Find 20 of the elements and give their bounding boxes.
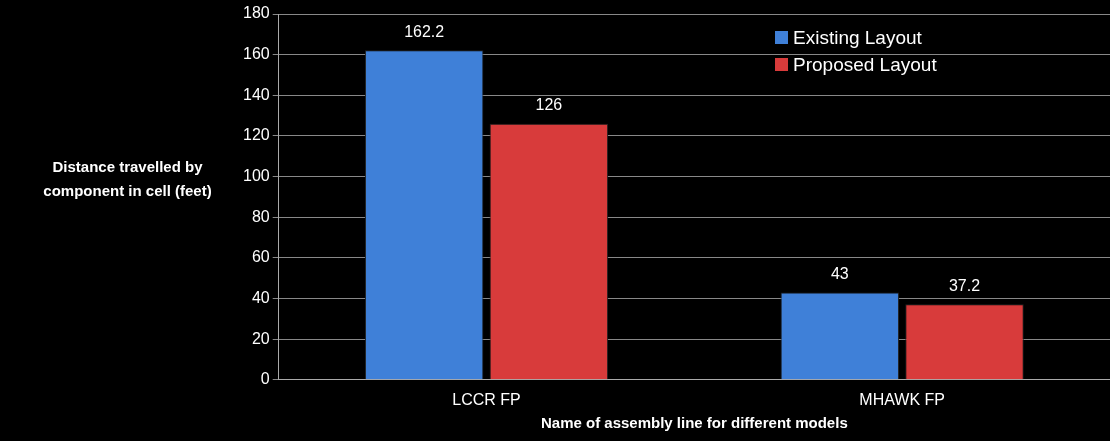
x-tick-label: LCCR FP xyxy=(452,390,521,408)
data-label: 162.2 xyxy=(404,22,445,40)
y-tick-label: 60 xyxy=(251,248,270,266)
data-label: 43 xyxy=(830,264,849,282)
y-tick-label: 0 xyxy=(260,370,270,388)
y-tick-label: 180 xyxy=(242,4,270,22)
data-label: 37.2 xyxy=(948,276,981,294)
y-tick-label: 40 xyxy=(251,288,270,306)
x-axis-title: Name of assembly line for different models xyxy=(540,414,848,432)
y-tick-label: 20 xyxy=(251,329,270,347)
y-axis-title: Distance travelled by component in cell (feet) xyxy=(42,157,213,201)
y-tick-label: 140 xyxy=(242,85,270,103)
y-tick-label: 160 xyxy=(242,45,270,63)
legend-label: Existing Layout xyxy=(793,26,922,49)
data-label: 126 xyxy=(535,96,563,114)
x-tick-label: MHAWK FP xyxy=(859,390,945,408)
y-tick-label: 120 xyxy=(242,126,270,144)
y-tick-label: 80 xyxy=(251,207,270,225)
legend-label: Proposed Layout xyxy=(793,53,937,76)
y-tick-label: 100 xyxy=(242,166,270,184)
